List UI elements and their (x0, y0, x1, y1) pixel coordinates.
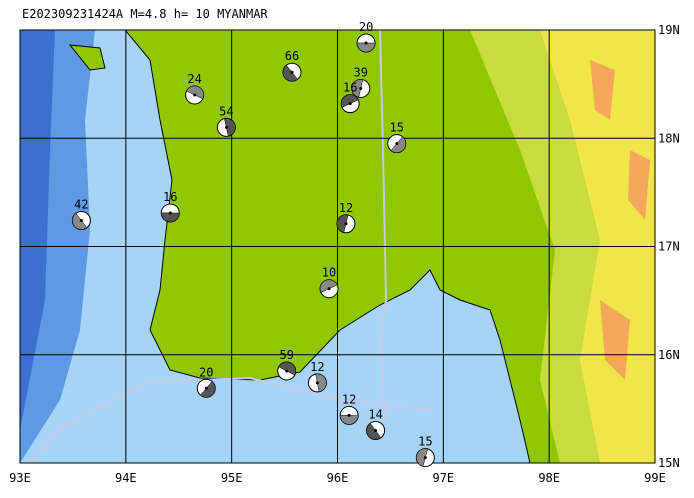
beachball-center (315, 381, 319, 385)
y-tick-label: 19N (658, 23, 680, 37)
depth-label: 59 (279, 348, 293, 362)
depth-label: 15 (418, 435, 432, 449)
beachball-quadrant (339, 414, 359, 425)
x-tick-label: 96E (327, 471, 349, 485)
beachball-center (224, 125, 228, 129)
x-tick-label: 93E (9, 471, 31, 485)
beachball-center (347, 413, 351, 417)
beachball-quadrant (278, 361, 296, 376)
beachball-center (79, 219, 83, 223)
beachball-center (168, 211, 172, 215)
beachball-center (374, 429, 378, 433)
x-tick-label: 99E (644, 471, 666, 485)
y-tick-label: 15N (658, 456, 680, 470)
depth-label: 12 (310, 360, 324, 374)
x-tick-label: 98E (538, 471, 560, 485)
beachball-quadrant (366, 422, 382, 440)
beachball-center (285, 369, 289, 373)
beachball-center (395, 142, 399, 146)
beachball-center (348, 102, 352, 106)
depth-label: 39 (354, 65, 368, 79)
beachball-center (204, 386, 208, 390)
beachball-quadrant (161, 212, 180, 223)
beachball-center (290, 70, 294, 74)
beachball-center (344, 222, 348, 226)
beachball-quadrant (200, 381, 216, 398)
x-tick-label: 95E (221, 471, 243, 485)
depth-label: 16 (163, 190, 177, 204)
beachball-quadrant (390, 136, 406, 153)
depth-label: 14 (368, 408, 382, 422)
depth-label: 15 (390, 121, 404, 135)
beachball-center (423, 456, 427, 460)
depth-label: 24 (187, 72, 201, 86)
beachball-quadrant (319, 279, 338, 293)
island (68, 44, 106, 71)
depth-label: 10 (322, 266, 336, 280)
beachball-quadrant (356, 42, 376, 53)
x-tick-label: 94E (115, 471, 137, 485)
depth-label: 42 (74, 198, 88, 212)
beachball-quadrant (224, 118, 236, 137)
y-tick-label: 17N (658, 240, 680, 254)
depth-label: 12 (342, 392, 356, 406)
depth-label: 16 (343, 81, 357, 95)
border (29, 29, 431, 464)
y-tick-label: 18N (658, 131, 680, 145)
beachball-center (359, 86, 363, 90)
y-tick-label: 16N (658, 348, 680, 362)
beachball-quadrant (336, 214, 349, 233)
beachball-center (364, 41, 368, 45)
beachball-quadrant (340, 94, 359, 108)
depth-label: 20 (199, 365, 213, 379)
beachball-quadrant (315, 373, 327, 393)
title: E202309231424A M=4.8 h= 10 MYANMAR (22, 7, 268, 21)
x-tick-label: 97E (432, 471, 454, 485)
depth-label: 20 (359, 20, 373, 34)
beachball-quadrant (72, 213, 88, 230)
depth-label: 66 (285, 49, 299, 63)
depth-label: 54 (219, 104, 233, 118)
beachball-quadrant (186, 85, 204, 100)
beachball-center (327, 287, 331, 291)
beachball-center (193, 93, 197, 97)
beachball-quadrant (351, 79, 364, 98)
beachball-quadrant (282, 64, 298, 82)
peaks (590, 60, 650, 380)
depth-label: 12 (339, 201, 353, 215)
deepest-sea (20, 30, 55, 430)
beachball-quadrant (416, 448, 428, 467)
